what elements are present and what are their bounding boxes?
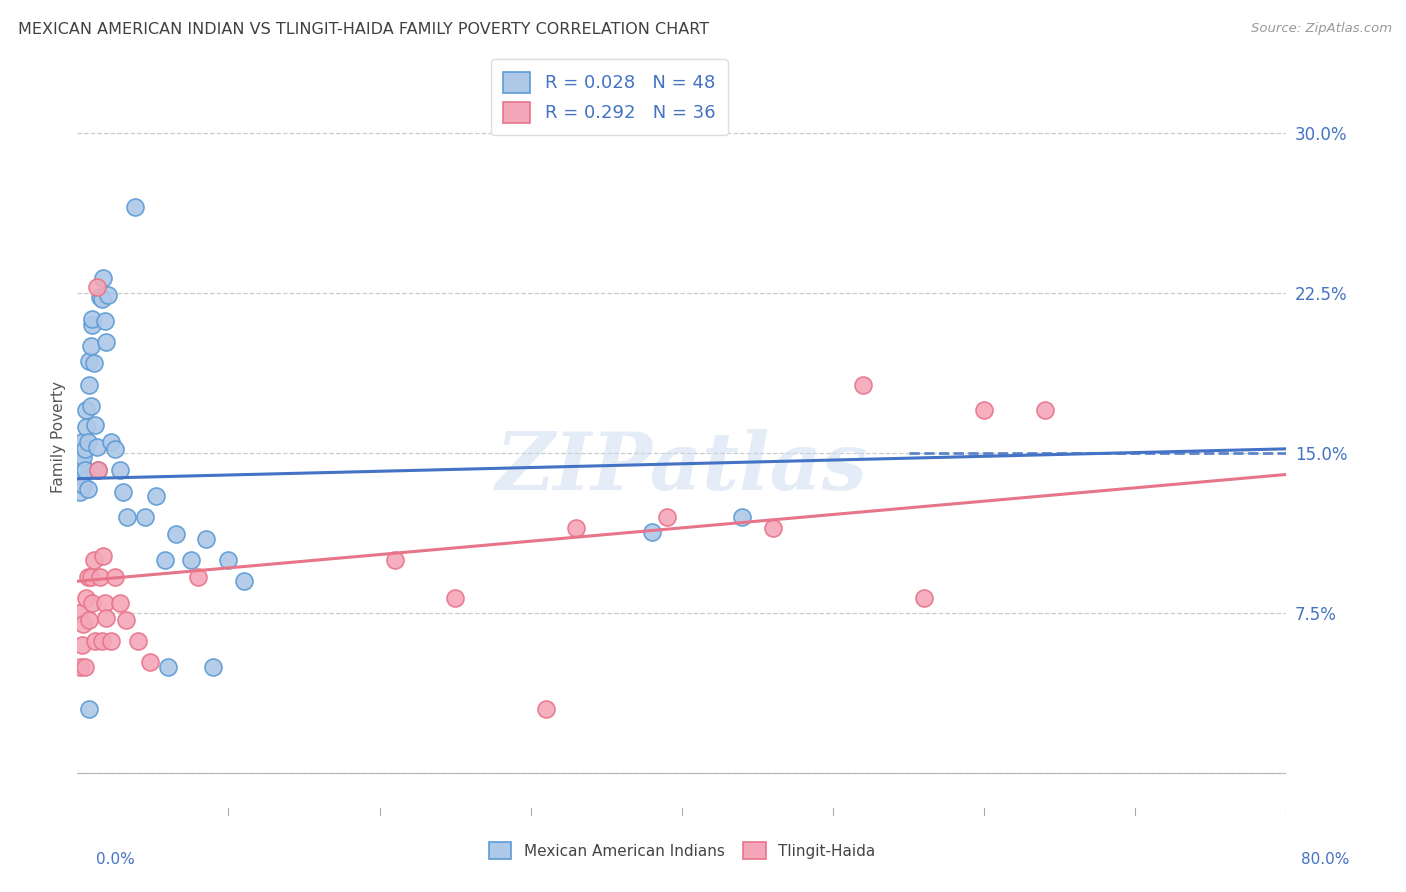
Point: [72, 450, 94, 465]
Point: [89, 570, 111, 584]
Point: [72, 478, 94, 492]
Point: [104, 570, 127, 584]
Point: [232, 574, 254, 589]
Point: [69, 446, 91, 460]
Point: [89, 290, 111, 304]
Point: [104, 442, 127, 456]
Point: [108, 463, 131, 477]
Point: [165, 527, 187, 541]
Point: [73, 442, 96, 456]
Point: [75, 420, 97, 434]
Point: [77, 483, 100, 497]
Point: [67, 467, 90, 482]
Point: [79, 354, 101, 368]
Point: [115, 510, 138, 524]
Point: [75, 591, 97, 606]
Point: [84, 418, 107, 433]
Point: [90, 634, 112, 648]
Point: [96, 288, 118, 302]
Point: [70, 435, 93, 450]
Point: [82, 318, 104, 332]
Point: [731, 510, 754, 524]
Text: ZIPatlas: ZIPatlas: [496, 429, 868, 506]
Point: [75, 403, 97, 417]
Point: [108, 596, 131, 610]
Point: [127, 634, 149, 648]
Point: [84, 634, 107, 648]
Point: [139, 656, 162, 670]
Point: [973, 403, 995, 417]
Point: [82, 596, 104, 610]
Point: [641, 525, 664, 540]
Point: [655, 510, 678, 524]
Point: [79, 702, 101, 716]
Point: [80, 570, 103, 584]
Point: [218, 553, 240, 567]
Point: [69, 659, 91, 673]
Point: [87, 463, 110, 477]
Point: [194, 532, 217, 546]
Point: [124, 201, 146, 215]
Point: [91, 271, 114, 285]
Y-axis label: Family Poverty: Family Poverty: [51, 381, 66, 493]
Point: [565, 521, 588, 535]
Point: [912, 591, 935, 606]
Point: [83, 356, 105, 370]
Point: [86, 279, 108, 293]
Text: Source: ZipAtlas.com: Source: ZipAtlas.com: [1251, 22, 1392, 36]
Point: [852, 377, 875, 392]
Point: [70, 638, 93, 652]
Point: [77, 435, 100, 450]
Point: [384, 553, 406, 567]
Point: [153, 553, 176, 567]
Point: [444, 591, 467, 606]
Point: [82, 311, 104, 326]
Point: [100, 634, 122, 648]
Point: [79, 377, 101, 392]
Point: [762, 521, 785, 535]
Point: [145, 489, 167, 503]
Point: [134, 510, 156, 524]
Point: [180, 553, 202, 567]
Point: [90, 293, 112, 307]
Point: [70, 457, 93, 471]
Point: [80, 339, 103, 353]
Point: [77, 570, 100, 584]
Point: [72, 617, 94, 632]
Text: MEXICAN AMERICAN INDIAN VS TLINGIT-HAIDA FAMILY POVERTY CORRELATION CHART: MEXICAN AMERICAN INDIAN VS TLINGIT-HAIDA…: [18, 22, 710, 37]
Point: [534, 702, 557, 716]
Point: [83, 553, 105, 567]
Point: [187, 570, 209, 584]
Point: [114, 613, 136, 627]
Point: [111, 484, 134, 499]
Point: [100, 435, 122, 450]
Point: [87, 463, 110, 477]
Text: 80.0%: 80.0%: [1302, 852, 1350, 867]
Point: [1033, 403, 1056, 417]
Point: [80, 399, 103, 413]
Point: [94, 334, 117, 349]
Point: [202, 659, 225, 673]
Point: [157, 659, 180, 673]
Point: [73, 463, 96, 477]
Point: [69, 484, 91, 499]
Point: [94, 610, 117, 624]
Point: [86, 440, 108, 454]
Point: [73, 659, 96, 673]
Point: [93, 314, 115, 328]
Text: 0.0%: 0.0%: [96, 852, 135, 867]
Point: [91, 549, 114, 563]
Point: [93, 596, 115, 610]
Legend: Mexican American Indians, Tlingit-Haida: Mexican American Indians, Tlingit-Haida: [482, 836, 882, 865]
Point: [67, 607, 90, 621]
Point: [79, 613, 101, 627]
